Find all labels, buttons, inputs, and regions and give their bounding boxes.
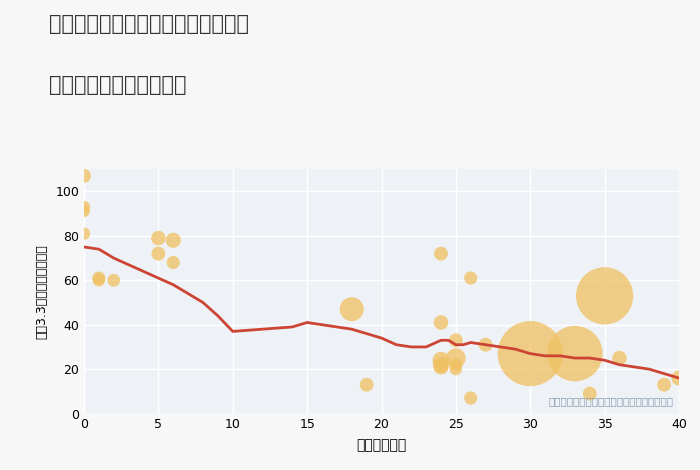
Text: 福岡県北九州市門司区丸山吉野町の: 福岡県北九州市門司区丸山吉野町の	[49, 14, 249, 34]
Point	[108, 276, 119, 284]
Point	[435, 319, 447, 326]
Point	[525, 350, 536, 357]
Point	[659, 381, 670, 389]
Point	[599, 292, 610, 299]
Point	[435, 363, 447, 371]
Point	[153, 235, 164, 242]
Point	[614, 354, 625, 362]
Point	[673, 374, 685, 382]
Text: 円の大きさは、取引のあった物件面積を示す: 円の大きさは、取引のあった物件面積を示す	[548, 396, 673, 406]
Point	[435, 357, 447, 364]
Point	[450, 354, 461, 362]
Point	[93, 276, 104, 284]
Point	[168, 236, 179, 244]
Point	[78, 208, 90, 215]
Point	[450, 337, 461, 344]
Point	[435, 361, 447, 368]
Point	[465, 274, 476, 282]
Point	[450, 365, 461, 373]
Point	[465, 394, 476, 402]
Point	[435, 250, 447, 258]
X-axis label: 築年数（年）: 築年数（年）	[356, 439, 407, 453]
Text: 築年数別中古戸建て価格: 築年数別中古戸建て価格	[49, 75, 186, 95]
Y-axis label: 坪（3.3㎡）単価（万円）: 坪（3.3㎡）単価（万円）	[35, 244, 48, 339]
Point	[78, 172, 90, 180]
Point	[78, 203, 90, 211]
Point	[168, 259, 179, 266]
Point	[346, 306, 357, 313]
Point	[584, 390, 595, 397]
Point	[78, 230, 90, 237]
Point	[480, 341, 491, 348]
Point	[450, 361, 461, 368]
Point	[361, 381, 372, 389]
Point	[153, 250, 164, 258]
Point	[569, 350, 580, 357]
Point	[93, 274, 104, 282]
